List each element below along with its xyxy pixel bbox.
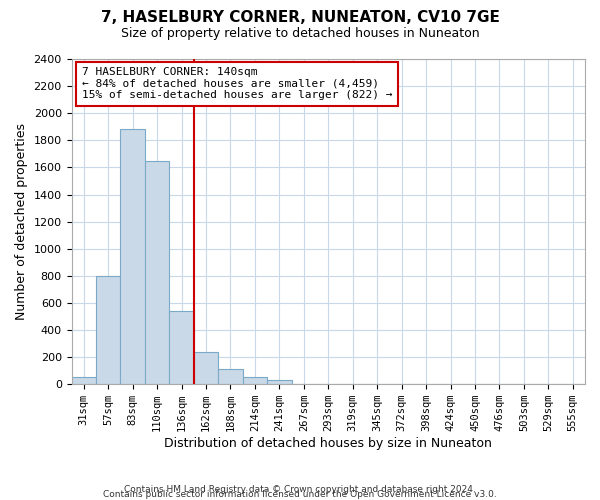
Bar [145,160,169,384]
Text: Contains HM Land Registry data © Crown copyright and database right 2024.: Contains HM Land Registry data © Crown c… [124,484,476,494]
Bar [194,352,218,384]
Bar [169,311,194,384]
Text: 7 HASELBURY CORNER: 140sqm
← 84% of detached houses are smaller (4,459)
15% of s: 7 HASELBURY CORNER: 140sqm ← 84% of deta… [82,67,392,100]
Bar [267,380,292,384]
Text: Size of property relative to detached houses in Nuneaton: Size of property relative to detached ho… [121,28,479,40]
Bar [218,370,242,384]
Bar [242,377,267,384]
X-axis label: Distribution of detached houses by size in Nuneaton: Distribution of detached houses by size … [164,437,492,450]
Y-axis label: Number of detached properties: Number of detached properties [15,123,28,320]
Text: Contains public sector information licensed under the Open Government Licence v3: Contains public sector information licen… [103,490,497,499]
Bar [121,130,145,384]
Bar [96,276,121,384]
Text: 7, HASELBURY CORNER, NUNEATON, CV10 7GE: 7, HASELBURY CORNER, NUNEATON, CV10 7GE [101,10,499,25]
Bar [71,377,96,384]
